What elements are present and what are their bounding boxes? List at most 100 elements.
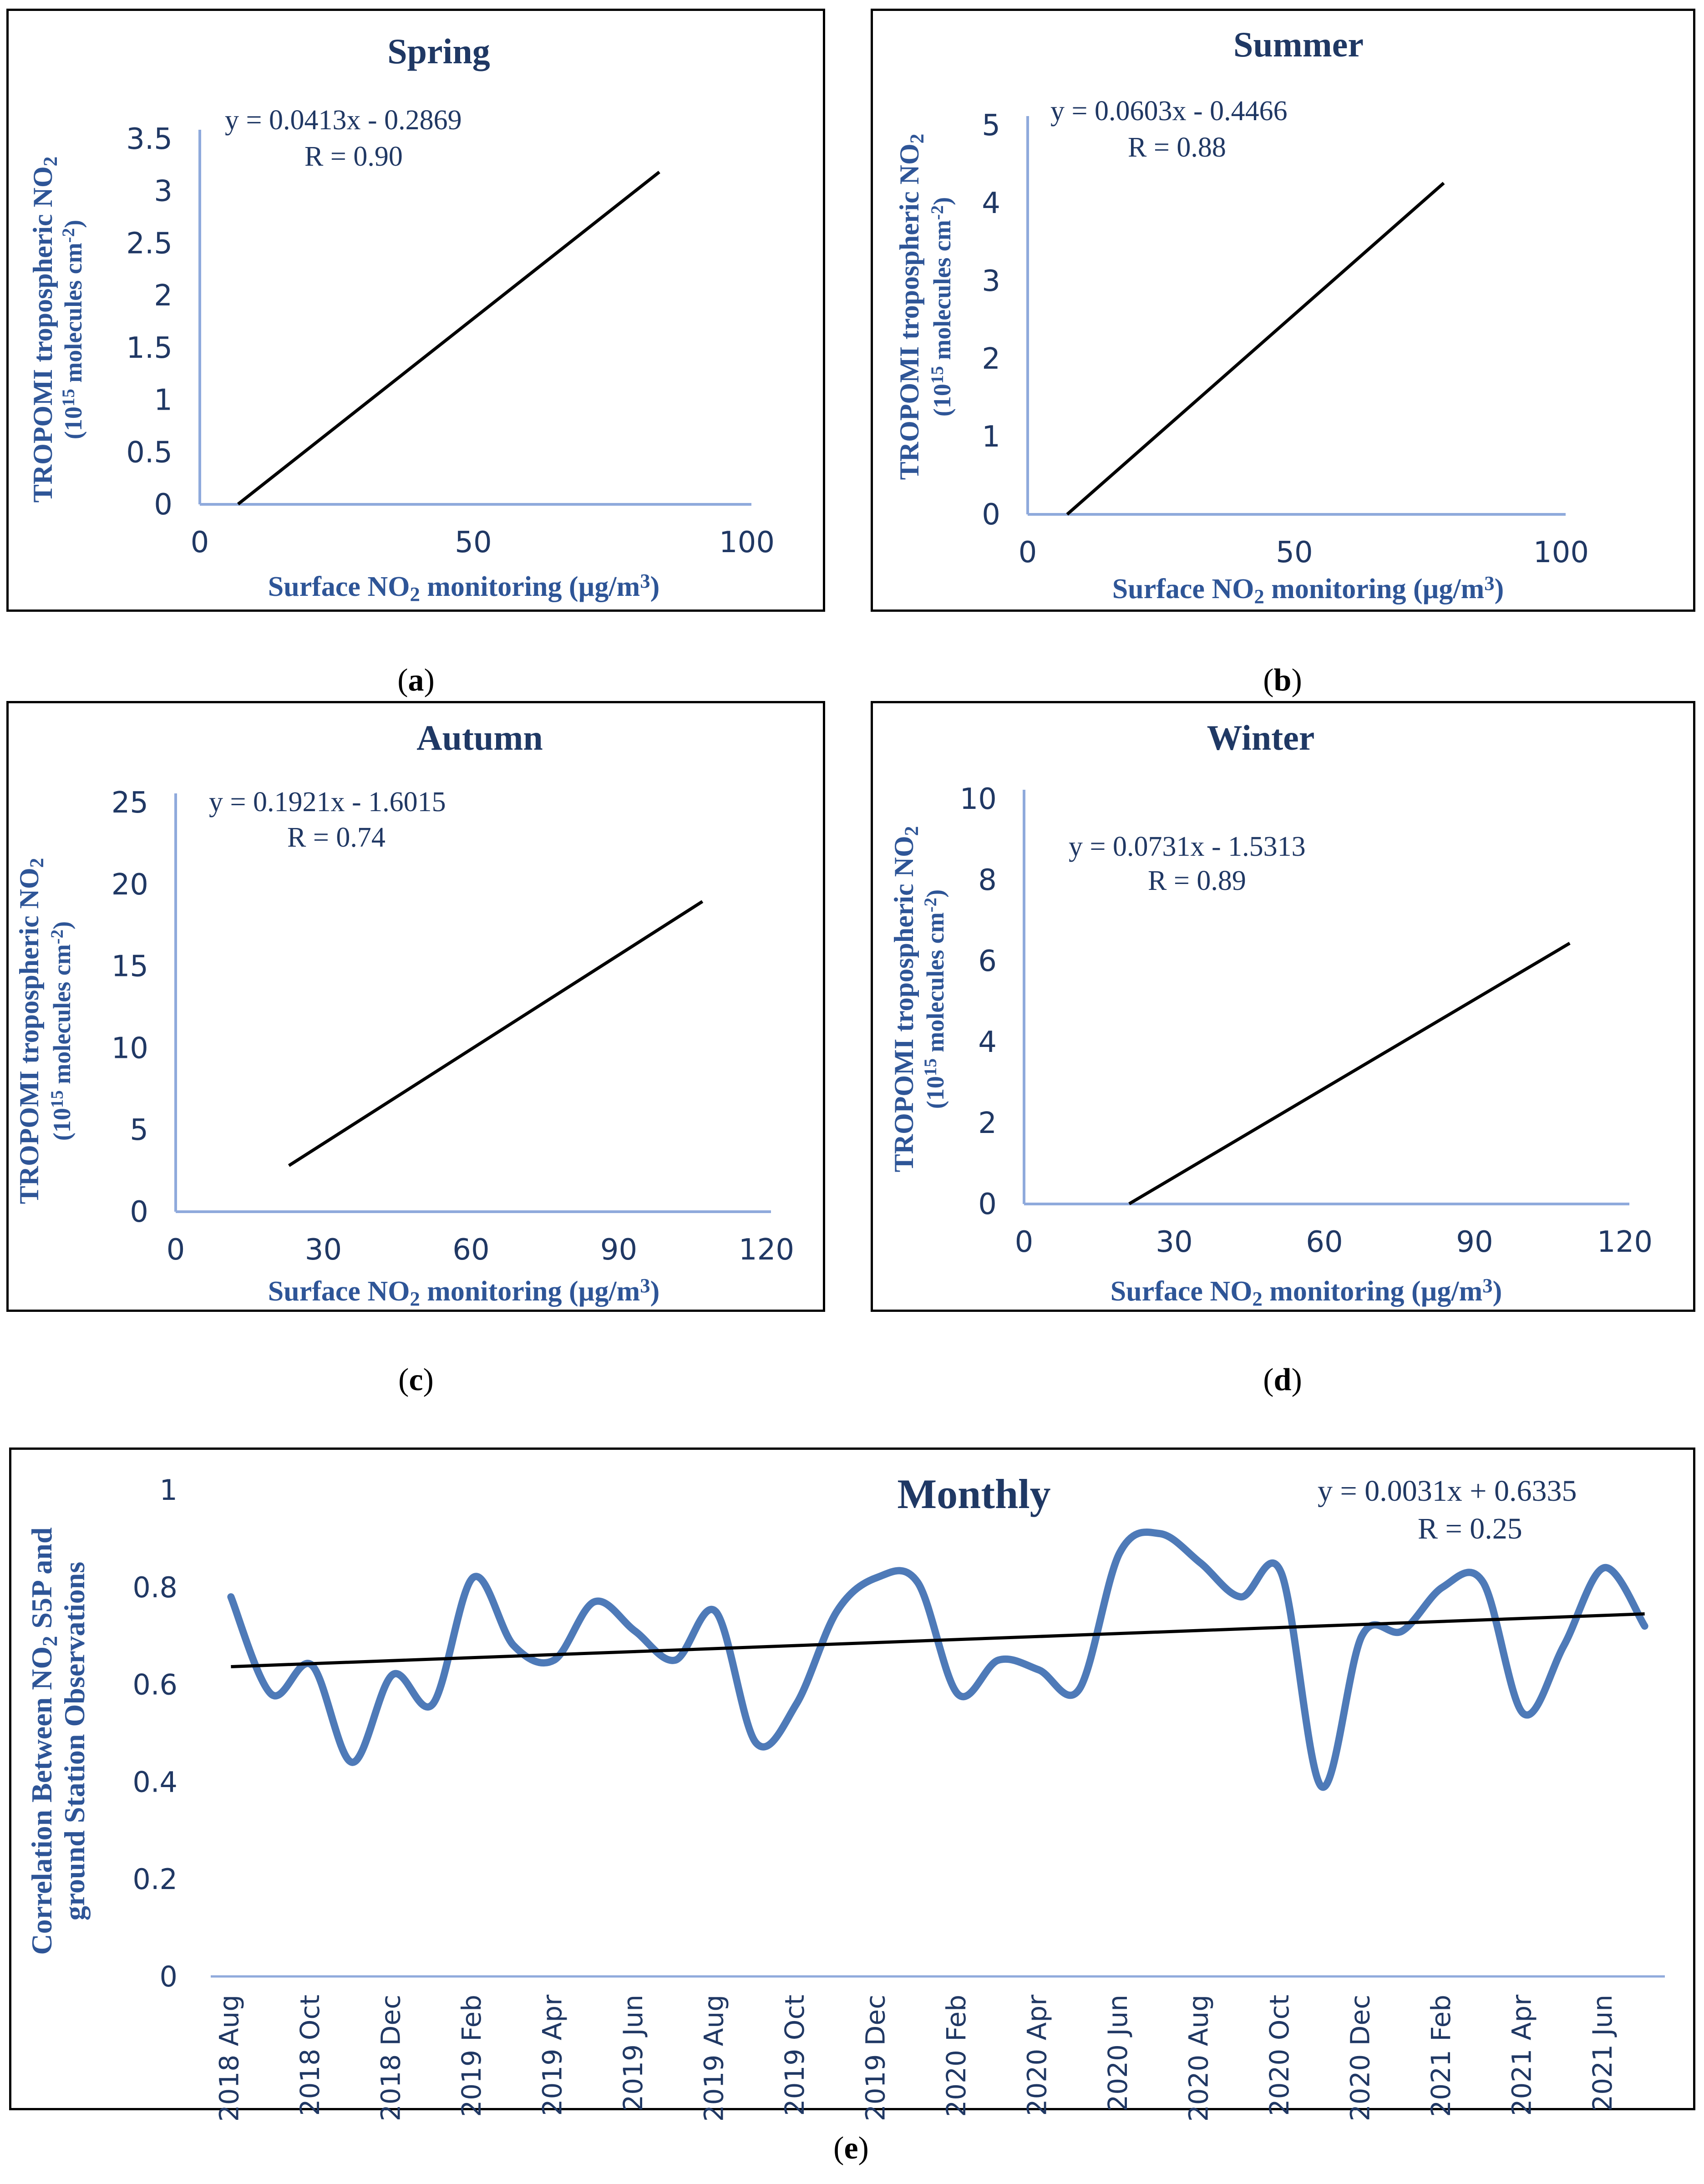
y-tick-label: 3: [154, 175, 172, 208]
data-point: [755, 1741, 758, 1744]
x-axis-label: Surface NO2 monitoring (µg/m3): [1112, 572, 1504, 608]
y-tick-label: 10: [960, 782, 997, 816]
chart-title: Winter: [1207, 718, 1315, 757]
x-tick-label: 100: [1533, 536, 1589, 569]
x-tick-label: 60: [1306, 1225, 1343, 1259]
x-tick-label: 90: [1456, 1225, 1493, 1259]
data-point: [1118, 1551, 1121, 1554]
y-tick-label: 3: [982, 264, 1000, 298]
x-tick-label: 2019 Apr: [537, 1995, 568, 2116]
x-tick-label: 2018 Aug: [213, 1995, 244, 2122]
x-tick-label: 0: [1019, 536, 1037, 569]
chart-panel-autumn: 0 5 10 15 20 25 0 30 60 90 120 Autumn y = 0.1921x - …: [6, 701, 825, 1312]
x-tick-label: 2021 Feb: [1425, 1995, 1456, 2117]
y-tick-label: 1: [154, 384, 172, 417]
data-point: [553, 1659, 556, 1662]
y-tick-label: 6: [978, 945, 997, 978]
x-tick-label: 50: [455, 526, 492, 559]
data-point: [956, 1692, 959, 1696]
data-point: [1481, 1581, 1485, 1584]
y-tick-label: 5: [130, 1113, 148, 1147]
chart-title: Autumn: [416, 718, 543, 757]
x-tick-label: 2019 Feb: [456, 1995, 487, 2117]
trend-r-value: R = 0.25: [1418, 1512, 1522, 1545]
x-tick-label: 0: [191, 526, 209, 559]
y-axis-label: TROPOMI tropospheric NO2: [14, 858, 48, 1204]
x-tick-label: 2020 Dec: [1344, 1995, 1375, 2121]
x-axis-label: Surface NO2 monitoring (µg/m3): [1111, 1274, 1502, 1310]
x-axis-label: Surface NO2 monitoring (µg/m3): [268, 569, 659, 605]
x-tick-label: 2019 Aug: [698, 1995, 729, 2122]
y-tick-label: 0: [160, 1960, 178, 1993]
data-point: [1279, 1571, 1283, 1574]
x-tick-label: 2020 Oct: [1264, 1995, 1295, 2116]
y-tick-label: 0: [982, 498, 1000, 532]
data-point: [1562, 1644, 1566, 1647]
y-tick-label: 0.2: [132, 1863, 178, 1896]
trend-equation: y = 0.0603x - 0.4466: [1050, 96, 1288, 127]
y-tick-label: 2.5: [126, 227, 172, 260]
data-point: [472, 1576, 475, 1579]
data-point: [512, 1644, 515, 1647]
data-point: [1522, 1712, 1525, 1715]
data-point: [1360, 1634, 1364, 1637]
x-tick-label: 60: [452, 1233, 489, 1267]
x-tick-label: 2019 Dec: [860, 1995, 891, 2121]
y-tick-label: 15: [112, 950, 148, 984]
x-tick-label: 2021 Jun: [1587, 1995, 1618, 2112]
x-axis-label: Surface NO2 monitoring (µg/m3): [268, 1274, 659, 1310]
x-tick-label: 120: [1597, 1225, 1653, 1259]
trend-line: [1066, 182, 1445, 516]
y-axis-label-units: (1015 molecules cm-2): [59, 220, 87, 439]
chart-monthly: 0 0.2 0.4 0.6 0.8 1 2018 Aug 2018 Oct 2018 Dec 20…: [25, 1471, 1665, 2122]
caption-a: (a): [397, 663, 435, 698]
x-tick-label: 2019 Oct: [779, 1995, 810, 2116]
x-tick-label: 2020 Apr: [1021, 1995, 1052, 2116]
x-tick-label: 2018 Dec: [375, 1995, 406, 2121]
y-tick-label: 3.5: [126, 122, 172, 156]
chart-spring: 0 0.5 1 1.5 2 2.5 3 3.5 0 50 100 Spring y = 0.0413x …: [28, 31, 775, 605]
chart-panel-spring: 0 0.5 1 1.5 2 2.5 3 3.5 0 50 100 Spring y = 0.0413x …: [6, 9, 825, 612]
data-point: [876, 1576, 879, 1579]
chart-title: Spring: [387, 31, 490, 71]
data-point: [1320, 1785, 1323, 1788]
chart-winter: 0 2 4 6 8 10 0 30 60 90 120 Winter y = 0.0731x - 1.5…: [889, 718, 1653, 1310]
x-tick-label: 2020 Aug: [1183, 1995, 1214, 2122]
y-tick-label: 2: [982, 342, 1000, 376]
trend-equation: y = 0.0413x - 0.2869: [225, 105, 462, 136]
x-tick-label: 2020 Jun: [1102, 1995, 1133, 2112]
data-point: [916, 1581, 919, 1584]
y-axis-label-line2: ground Station Observations: [58, 1562, 91, 1920]
chart-autumn: 0 5 10 15 20 25 0 30 60 90 120 Autumn y = 0.1921x - …: [14, 718, 794, 1310]
data-point: [997, 1659, 1000, 1662]
trend-r-value: R = 0.74: [287, 822, 385, 853]
y-tick-label: 2: [978, 1107, 997, 1140]
trend-line: [288, 900, 704, 1167]
data-point: [593, 1600, 596, 1603]
data-point: [714, 1610, 717, 1613]
caption-c: (c): [398, 1362, 434, 1397]
y-tick-label: 0: [130, 1195, 148, 1229]
trend-line: [237, 171, 660, 506]
x-tick-label: 50: [1276, 536, 1313, 569]
chart-panel-monthly: 0 0.2 0.4 0.6 0.8 1 2018 Aug 2018 Oct 2018 Dec 20…: [9, 1448, 1695, 2122]
y-tick-label: 0.5: [126, 436, 172, 469]
y-tick-label: 8: [978, 863, 997, 897]
x-tick-label: 2020 Feb: [941, 1995, 972, 2117]
data-point: [1643, 1625, 1646, 1628]
x-tick-label: 0: [1015, 1225, 1034, 1259]
trend-equation: y = 0.0731x - 1.5313: [1069, 831, 1306, 862]
y-tick-label: 4: [982, 187, 1000, 220]
caption-d: (d): [1263, 1362, 1302, 1397]
y-tick-label: 1: [160, 1473, 178, 1507]
y-axis-label: Correlation Between NO2 S5P and: [25, 1527, 61, 1955]
data-point: [1239, 1595, 1242, 1599]
y-tick-label: 0.8: [132, 1571, 178, 1604]
y-axis-label: TROPOMI tropospheric NO2: [889, 826, 923, 1172]
data-point: [795, 1702, 798, 1706]
data-point: [1078, 1688, 1081, 1691]
trend-r-value: R = 0.88: [1128, 132, 1226, 163]
chart-title: Summer: [1233, 25, 1364, 64]
data-point: [1441, 1585, 1444, 1589]
